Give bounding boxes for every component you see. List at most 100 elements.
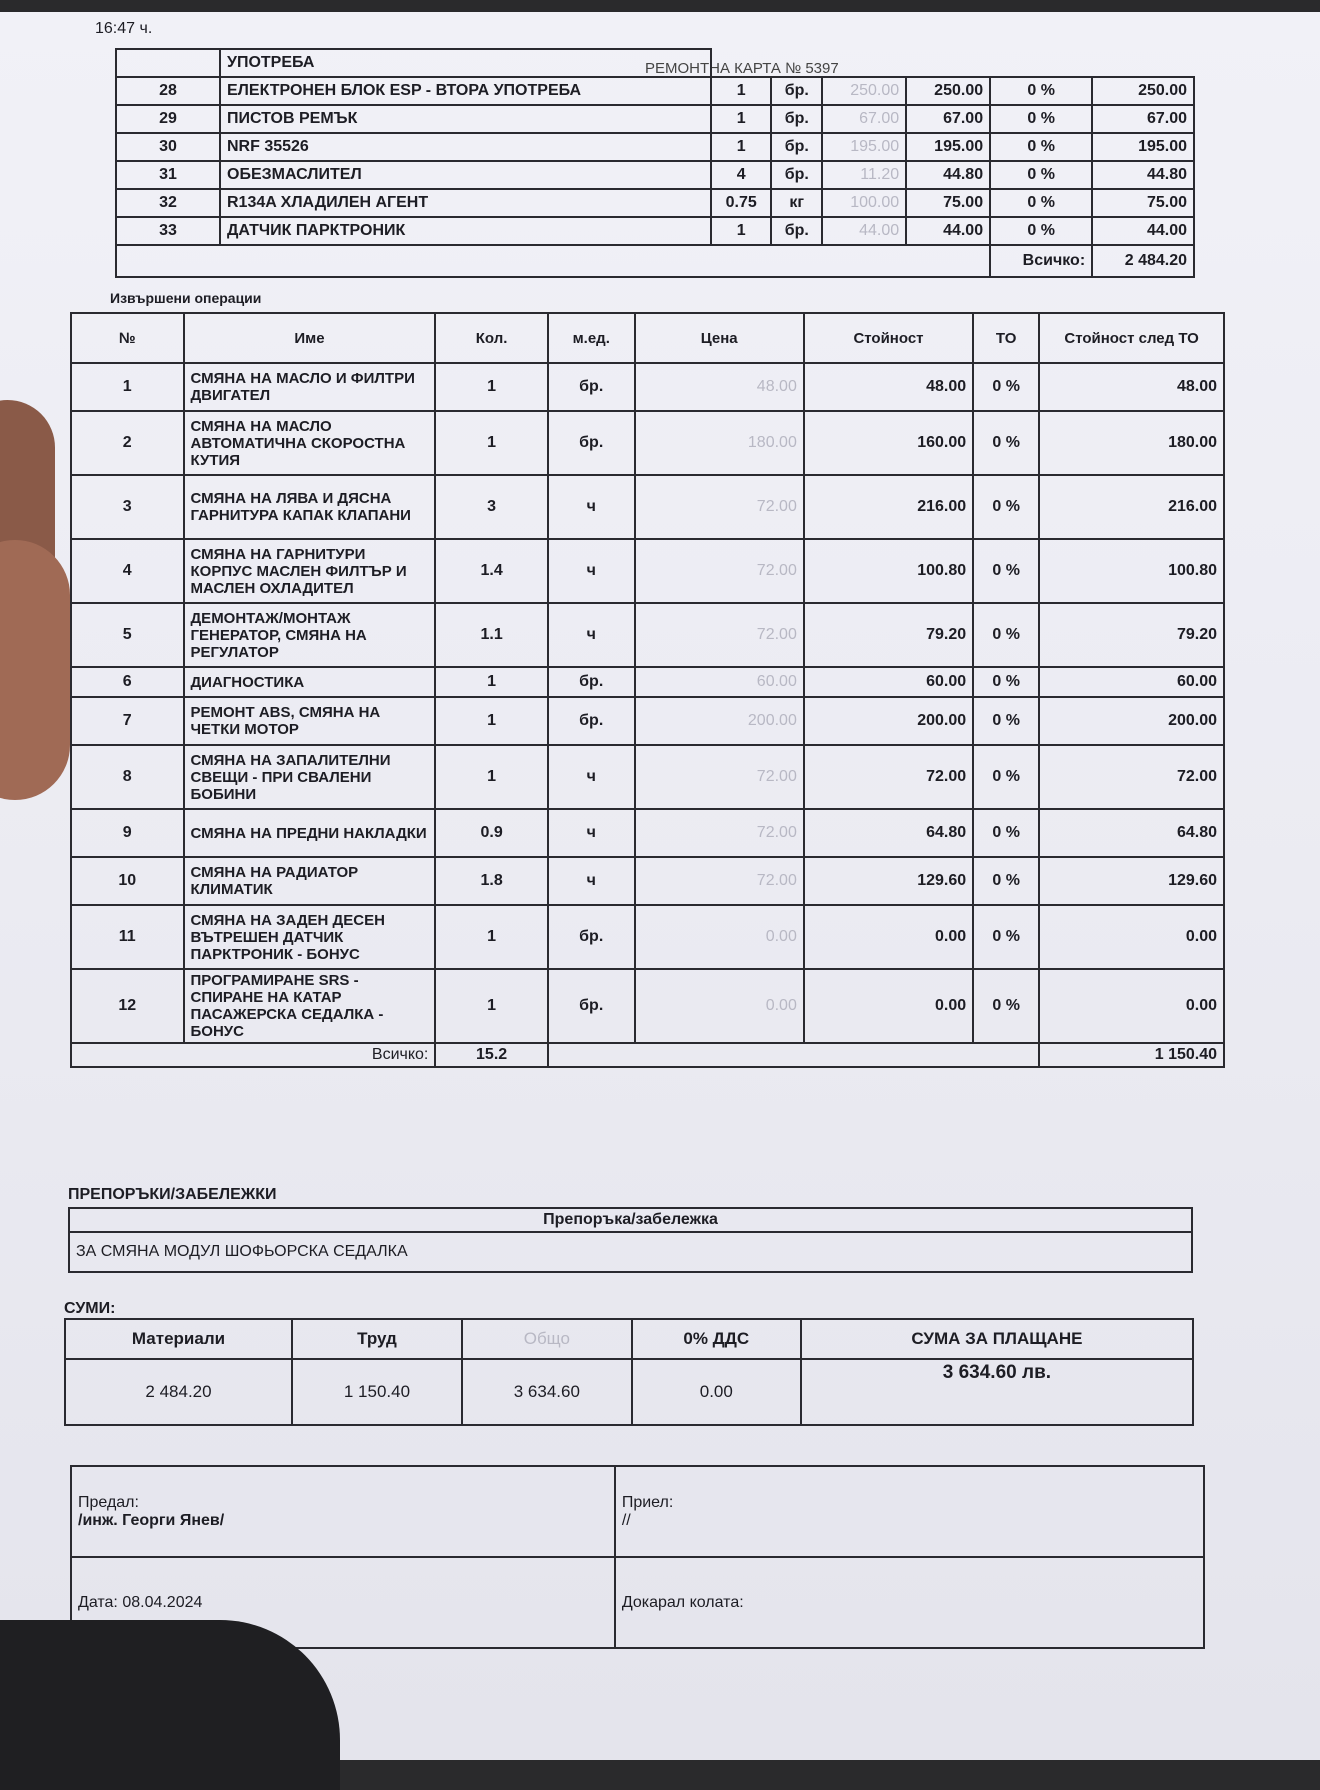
cell-after: 129.60 xyxy=(1038,856,1225,906)
cell-qty: 1.4 xyxy=(434,538,549,604)
cell-value: 48.00 xyxy=(802,362,975,412)
sum-header: 0% ДДС xyxy=(630,1318,802,1360)
cell-value: 72.00 xyxy=(802,744,975,810)
cell-unit: кг xyxy=(770,188,824,218)
sum-header: Материали xyxy=(63,1318,294,1360)
table-row: 10 СМЯНА НА РАДИАТОР КЛИМАТИК 1.8 ч 72.00 129… xyxy=(70,856,1225,906)
cell-qty: 3 xyxy=(434,474,549,540)
cell-name: СМЯНА НА МАСЛО И ФИЛТРИ ДВИГАТЕЛ xyxy=(182,362,437,412)
cell-n: 33 xyxy=(115,216,221,246)
cell-after: 72.00 xyxy=(1038,744,1225,810)
cell-to: 0 % xyxy=(989,188,1094,218)
cell-n: 4 xyxy=(70,538,185,604)
cell-value: 216.00 xyxy=(802,474,975,540)
total-label: Всичко: xyxy=(989,244,1094,278)
cell-to: 0 % xyxy=(972,904,1041,970)
cell-to: 0 % xyxy=(989,160,1094,190)
cell-qty: 1.8 xyxy=(434,856,549,906)
operations-heading: Извършени операции xyxy=(110,290,262,306)
column-header: Цена xyxy=(633,312,805,364)
cell-unit: бр. xyxy=(546,968,636,1044)
cell-unit: ч xyxy=(546,474,636,540)
cell-name: СМЯНА НА ЛЯВА И ДЯСНА ГАРНИТУРА КАПАК КЛ… xyxy=(182,474,437,540)
materials-table: УПОТРЕБА 28 ЕЛЕКТРОНЕН БЛОК ESP - ВТОРА У… xyxy=(114,48,1195,278)
column-header: Стойност след ТО xyxy=(1038,312,1225,364)
cell-price: 67.00 xyxy=(821,104,908,134)
cell-n: 6 xyxy=(70,666,185,698)
table-row: 33 ДАТЧИК ПАРКТРОНИК 1 бр. 44.00 44.00 0 % 44.0… xyxy=(115,216,1195,246)
cell-n: 11 xyxy=(70,904,185,970)
cell-price: 200.00 xyxy=(633,696,805,746)
cell-unit: ч xyxy=(546,538,636,604)
sum-header: Труд xyxy=(291,1318,463,1360)
table-row: УПОТРЕБА xyxy=(115,48,1194,78)
cell-value: 160.00 xyxy=(802,410,975,476)
notes-table: Препоръка/забележка ЗА СМЯНА МОДУЛ ШОФЬО… xyxy=(68,1207,1193,1273)
table-row: 9 СМЯНА НА ПРЕДНИ НАКЛАДКИ 0.9 ч 72.00 64.80 0… xyxy=(70,808,1225,858)
table-row: 8 СМЯНА НА ЗАПАЛИТЕЛНИ СВЕЩИ - ПРИ СВАЛЕН… xyxy=(70,744,1225,810)
cell-unit: ч xyxy=(546,808,636,858)
cell-n: 31 xyxy=(115,160,221,190)
cell-n: 12 xyxy=(70,968,185,1044)
cell-qty: 1 xyxy=(434,362,549,412)
cell-name: ДЕМОНТАЖ/МОНТАЖ ГЕНЕРАТОР, СМЯНА НА РЕГУ… xyxy=(182,602,437,668)
operations-total: 1 150.40 xyxy=(1038,1042,1225,1068)
cell-price: 72.00 xyxy=(633,808,805,858)
cell-n: 7 xyxy=(70,696,185,746)
cell-name: ПРОГРАМИРАНЕ SRS - СПИРАНЕ НА КАТАР ПАСА… xyxy=(182,968,437,1044)
cell-name: NRF 35526 xyxy=(218,132,713,162)
cell-unit: бр. xyxy=(546,696,636,746)
cell-to: 0 % xyxy=(972,474,1041,540)
cell-unit: бр. xyxy=(546,410,636,476)
table-row: 2 СМЯНА НА МАСЛО АВТОМАТИЧНА СКОРОСТНА КУ… xyxy=(70,410,1225,476)
cell-qty: 4 xyxy=(710,160,773,190)
cell-to: 0 % xyxy=(972,808,1041,858)
cell-value: 44.00 xyxy=(905,216,992,246)
cell-n: 28 xyxy=(115,76,221,106)
cell-price: 48.00 xyxy=(633,362,805,412)
cell-price: 72.00 xyxy=(633,474,805,540)
background-surface xyxy=(0,1620,340,1790)
cell-unit: бр. xyxy=(770,160,824,190)
total-row: Всичко: 15.2 1 150.40 xyxy=(69,1042,1225,1068)
total-row: Всичко: 2 484.20 xyxy=(114,244,1195,278)
cell-name: СМЯНА НА ГАРНИТУРИ КОРПУС МАСЛЕН ФИЛТЪР … xyxy=(182,538,437,604)
finger xyxy=(0,540,70,800)
column-header: Кол. xyxy=(434,312,549,364)
cell-after: 60.00 xyxy=(1038,666,1225,698)
cell-after: 79.20 xyxy=(1038,602,1225,668)
cell-qty: 1 xyxy=(434,904,549,970)
cell-to: 0 % xyxy=(972,856,1041,906)
cell-n: 2 xyxy=(70,410,185,476)
cell-unit: бр. xyxy=(546,362,636,412)
cell-to: 0 % xyxy=(972,744,1041,810)
cell-after: 64.80 xyxy=(1038,808,1225,858)
cell-name: ДАТЧИК ПАРКТРОНИК xyxy=(218,216,713,246)
table-row: 32 R134A ХЛАДИЛЕН АГЕНТ 0.75 кг 100.00 75.00 0… xyxy=(115,188,1195,218)
cell-name: СМЯНА НА ЗАДЕН ДЕСЕН ВЪТРЕШЕН ДАТЧИК ПАР… xyxy=(182,904,437,970)
column-header: Стойност xyxy=(802,312,975,364)
cell-value: 250.00 xyxy=(905,76,992,106)
cell-price: 72.00 xyxy=(633,538,805,604)
signature-table: Предал:/инж. Георги Янев/ Приел:// Дата:… xyxy=(70,1465,1206,1649)
sums-table: Материали Труд Общо 0% ДДС СУМА ЗА ПЛАЩАНЕ 2… xyxy=(63,1318,1195,1426)
sum-header: СУМА ЗА ПЛАЩАНЕ xyxy=(799,1318,1195,1360)
cell-price: 72.00 xyxy=(633,744,805,810)
cell-qty: 1 xyxy=(434,666,549,698)
cell-after: 75.00 xyxy=(1091,188,1195,218)
table-row: 7 РЕМОНТ ABS, СМЯНА НА ЧЕТКИ МОТОР 1 бр. 200… xyxy=(70,696,1225,746)
cell-name: РЕМОНТ ABS, СМЯНА НА ЧЕТКИ МОТОР xyxy=(182,696,437,746)
cell-value: 75.00 xyxy=(905,188,992,218)
cell-qty: 1 xyxy=(434,410,549,476)
column-header: Име xyxy=(182,312,437,364)
cell-qty: 1 xyxy=(434,696,549,746)
cell-to: 0 % xyxy=(989,216,1094,246)
handed-name: /инж. Георги Янев/ xyxy=(78,1511,225,1529)
cell-n: 32 xyxy=(115,188,221,218)
cell-n: 29 xyxy=(115,104,221,134)
cell-to: 0 % xyxy=(972,968,1041,1044)
cell-after: 200.00 xyxy=(1038,696,1225,746)
table-row: 28 ЕЛЕКТРОНЕН БЛОК ESP - ВТОРА УПОТРЕБА 1 б… xyxy=(115,76,1195,106)
cell-to: 0 % xyxy=(972,696,1041,746)
cell-value: 200.00 xyxy=(802,696,975,746)
